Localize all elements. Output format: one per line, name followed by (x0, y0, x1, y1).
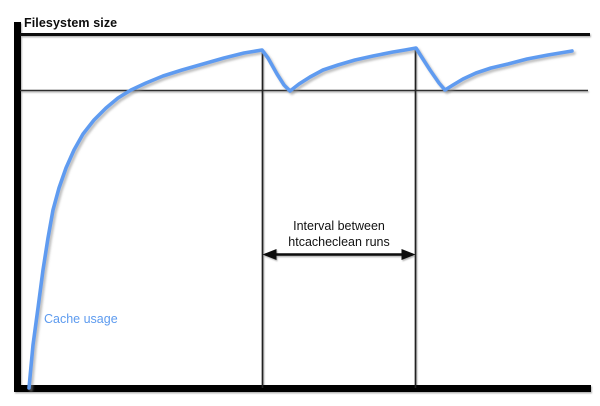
interval-annotation: Interval between htcacheclean runs (262, 218, 416, 250)
interval-arrow (262, 249, 416, 260)
cache-usage-label: Cache usage (44, 312, 118, 326)
cache-usage-curve (27, 46, 574, 390)
x-axis (14, 385, 591, 392)
arrow-head-right-icon (401, 249, 416, 260)
interval-annotation-line1: Interval between (293, 219, 385, 233)
y-axis (14, 22, 21, 392)
interval-annotation-line2: htcacheclean runs (288, 235, 390, 249)
filesystem-size-label: Filesystem size (24, 16, 118, 30)
arrow-head-left-icon (262, 249, 277, 260)
